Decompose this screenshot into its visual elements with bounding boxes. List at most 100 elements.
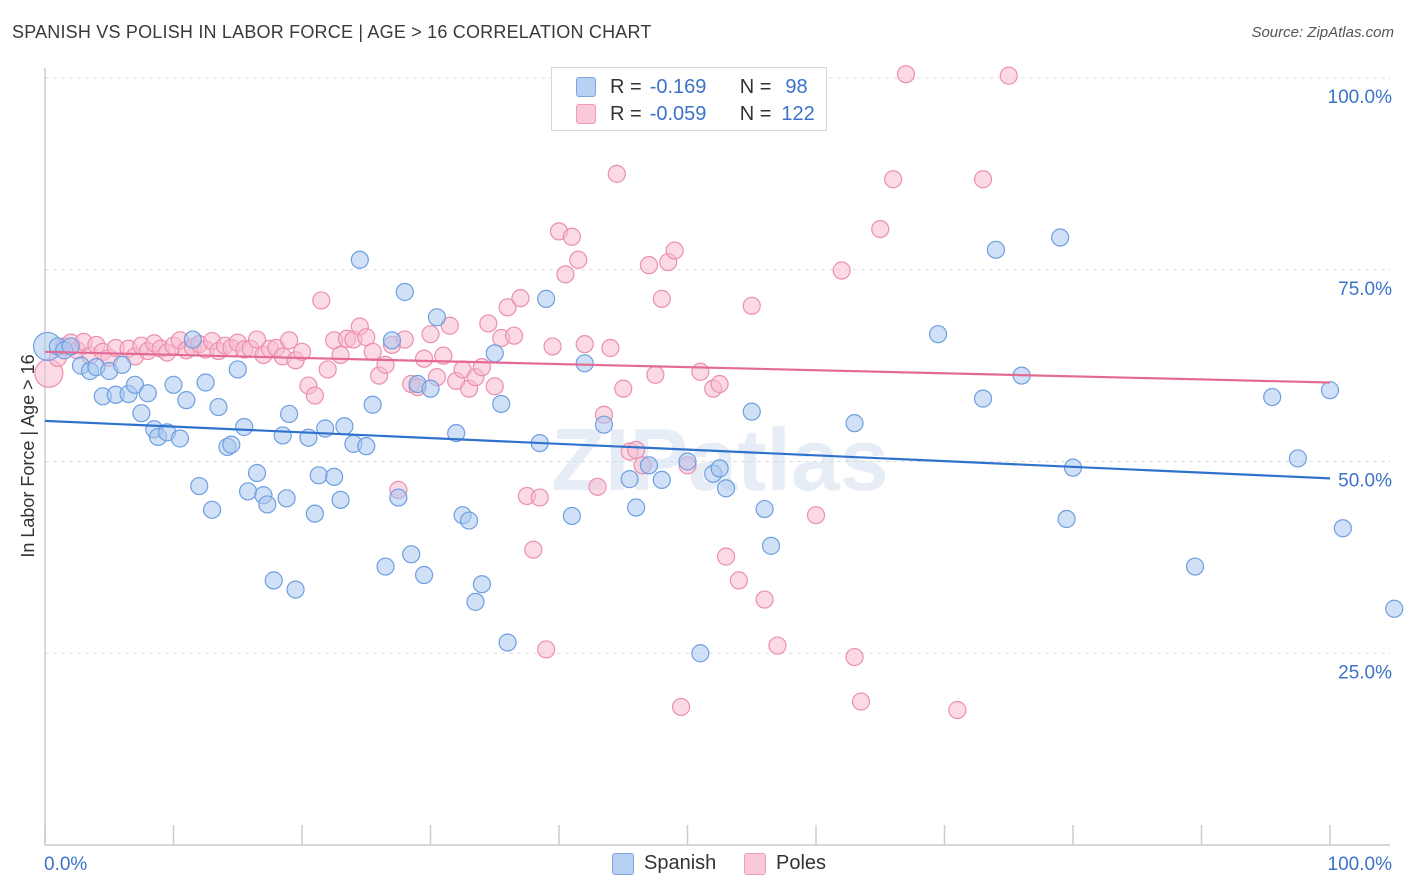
poles-point — [806, 506, 826, 525]
poles-point — [421, 325, 440, 344]
legend-label-spanish: Spanish — [644, 852, 717, 874]
spanish-point — [280, 404, 299, 424]
poles-point — [292, 342, 312, 361]
spanish-point — [177, 391, 196, 410]
poles-point — [247, 330, 267, 349]
n-label: N = — [739, 75, 772, 98]
poles-point — [626, 440, 646, 460]
spanish-point — [258, 495, 277, 514]
legend-item-spanish: Spanish — [612, 852, 716, 875]
poles-point — [973, 170, 993, 189]
spanish-point — [376, 557, 395, 576]
r-label: R = — [610, 75, 642, 98]
spanish-point — [1333, 519, 1352, 538]
poles-point — [363, 342, 382, 361]
spanish-point — [357, 437, 376, 456]
poles-point — [588, 477, 607, 496]
spanish-point — [238, 482, 258, 501]
spanish-point — [447, 424, 466, 443]
poles-point — [543, 337, 562, 356]
spanish-point — [421, 379, 440, 398]
spanish-point — [132, 404, 151, 423]
poles-point — [710, 374, 729, 394]
spanish-point — [1051, 228, 1070, 247]
spanish-point — [575, 354, 594, 373]
poles-point — [716, 547, 736, 566]
poles-point — [999, 66, 1018, 85]
poles-point — [312, 291, 331, 310]
spanish-point — [402, 545, 421, 564]
spanish-point — [389, 488, 408, 507]
spanish-point — [1263, 387, 1282, 407]
poles-point — [434, 346, 453, 365]
spanish-point — [196, 373, 215, 392]
tick-labels: 25.0% 50.0% 75.0% 100.0% 0.0% 100.0% In Labor … — [18, 87, 1392, 875]
spanish-point — [1288, 449, 1307, 468]
spanish-point — [325, 467, 344, 486]
spanish-point — [459, 511, 479, 530]
spanish-trend-line — [44, 419, 1331, 480]
n-value: 98 — [785, 75, 808, 98]
spanish-point — [331, 490, 350, 509]
spanish-point — [928, 325, 948, 344]
poles-point — [614, 379, 633, 398]
spanish-point — [652, 470, 671, 490]
poles-point — [851, 692, 871, 711]
spanish-point — [170, 429, 190, 448]
n-value: 122 — [781, 102, 815, 125]
poles-point — [530, 488, 549, 507]
spanish-point — [414, 565, 434, 585]
spanish-swatch — [612, 852, 634, 875]
poles-point — [742, 296, 761, 315]
spanish-point — [363, 395, 382, 414]
spanish-point — [620, 470, 639, 489]
spanish-point — [742, 402, 761, 421]
spanish-point — [427, 308, 447, 327]
spanish-point — [273, 426, 292, 445]
spanish-point — [1320, 381, 1340, 400]
spanish-point — [485, 344, 504, 363]
poles-point — [440, 316, 459, 335]
poles-point — [871, 219, 890, 239]
x-tick-label: 100.0% — [1328, 854, 1393, 875]
y-tick-label: 75.0% — [1338, 279, 1392, 300]
poles-point — [691, 362, 710, 381]
poles-swatch — [576, 104, 596, 124]
spanish-point — [222, 435, 241, 454]
spanish-point — [761, 536, 781, 555]
poles-point — [305, 386, 324, 405]
spanish-point — [395, 282, 414, 302]
poles-point — [601, 338, 620, 358]
spanish-point — [277, 489, 296, 508]
poles-point — [511, 289, 530, 308]
spanish-point — [286, 580, 305, 599]
x-tick-label: 0.0% — [44, 854, 87, 875]
poles-point — [755, 590, 774, 609]
axes — [44, 68, 1390, 846]
spanish-point — [986, 240, 1006, 259]
y-tick-label: 25.0% — [1338, 662, 1392, 683]
poles-point — [729, 571, 749, 590]
spanish-point — [183, 330, 202, 349]
r-value: -0.059 — [649, 102, 707, 125]
source-label: Source: ZipAtlas.com — [1251, 24, 1394, 41]
spanish-point — [350, 250, 369, 269]
spanish-point — [247, 463, 267, 483]
poles-swatch — [744, 852, 766, 875]
legend-row-poles: R = -0.059 N = 122 — [576, 101, 815, 127]
spanish-point — [382, 331, 402, 350]
poles-point — [556, 265, 575, 284]
spanish-point — [678, 452, 697, 471]
r-label: R = — [610, 102, 642, 125]
chart-title: SPANISH VS POLISH IN LABOR FORCE | AGE >… — [12, 22, 652, 42]
poles-point — [768, 636, 787, 655]
poles-point — [498, 298, 517, 317]
y-tick-label: 50.0% — [1338, 471, 1392, 492]
poles-point — [414, 349, 434, 368]
trend-lines — [44, 350, 1331, 480]
spanish-point — [716, 479, 736, 498]
spanish-point — [335, 417, 354, 436]
poles-point — [504, 326, 524, 345]
spanish-point — [466, 592, 485, 611]
